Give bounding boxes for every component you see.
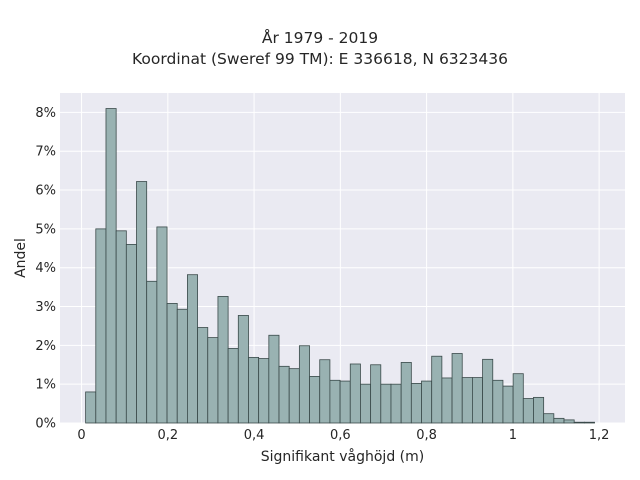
histogram-bar bbox=[136, 181, 148, 424]
histogram-bar bbox=[237, 315, 249, 424]
histogram-bar bbox=[288, 368, 300, 424]
histogram-bar bbox=[227, 348, 239, 424]
histogram-bar bbox=[248, 356, 260, 424]
histogram-bar bbox=[298, 345, 310, 424]
x-tick-label: 1,2 bbox=[589, 428, 610, 443]
histogram-bar bbox=[125, 244, 137, 424]
histogram-bars bbox=[85, 108, 595, 424]
x-tick-label: 0,2 bbox=[157, 428, 178, 443]
y-tick-label: 4% bbox=[35, 261, 56, 276]
y-tick-label: 2% bbox=[35, 339, 56, 354]
x-tick-label: 0 bbox=[77, 428, 85, 443]
histogram-bar bbox=[258, 358, 270, 424]
histogram-bar bbox=[431, 355, 443, 424]
histogram-bar bbox=[461, 377, 473, 424]
histogram-bar bbox=[512, 373, 524, 424]
y-axis-label: Andel bbox=[13, 238, 29, 278]
histogram-bar bbox=[105, 108, 117, 424]
histogram-bar bbox=[339, 380, 351, 424]
histogram-bar bbox=[176, 308, 188, 424]
histogram-bar bbox=[95, 228, 107, 424]
histogram-bar bbox=[380, 383, 392, 424]
histogram-bar bbox=[360, 383, 372, 424]
histogram-bar bbox=[278, 365, 290, 424]
y-tick-label: 1% bbox=[35, 378, 56, 393]
x-tick-label: 1 bbox=[509, 428, 517, 443]
histogram-bar bbox=[146, 280, 158, 424]
histogram-bar bbox=[156, 226, 168, 424]
histogram-bar bbox=[492, 379, 504, 424]
histogram-bar bbox=[472, 377, 483, 424]
chart-subtitle: Koordinat (Sweref 99 TM): E 336618, N 63… bbox=[132, 50, 508, 68]
y-tick-label: 8% bbox=[35, 106, 56, 121]
histogram-bar bbox=[533, 396, 545, 424]
histogram-bar bbox=[197, 327, 209, 424]
y-tick-label: 5% bbox=[35, 222, 56, 237]
histogram-bar bbox=[207, 337, 219, 424]
x-axis-label: Signifikant våghöjd (m) bbox=[261, 448, 424, 465]
histogram-bar bbox=[543, 413, 555, 424]
histogram-bar bbox=[482, 358, 494, 424]
histogram-bar bbox=[217, 296, 229, 424]
histogram-bar bbox=[451, 353, 463, 424]
histogram-bar bbox=[329, 379, 341, 424]
histogram-bar bbox=[421, 380, 433, 424]
x-tick-label: 0,4 bbox=[244, 428, 265, 443]
histogram-bar bbox=[502, 385, 514, 424]
y-tick-label: 6% bbox=[35, 184, 56, 199]
histogram-bar bbox=[400, 362, 412, 424]
x-axis-ticks: 0 0,2 0,4 0,6 0,8 1 1,2 bbox=[77, 428, 609, 443]
histogram-bar bbox=[166, 303, 178, 424]
histogram-bar bbox=[573, 421, 585, 424]
x-tick-label: 0,6 bbox=[330, 428, 351, 443]
histogram-bar bbox=[553, 417, 565, 424]
histogram-bar bbox=[85, 391, 97, 424]
x-tick-label: 0,8 bbox=[416, 428, 437, 443]
chart-title: År 1979 - 2019 bbox=[261, 29, 379, 47]
histogram-bar bbox=[319, 359, 331, 424]
histogram-bar bbox=[187, 274, 198, 424]
histogram-bar bbox=[441, 377, 453, 424]
histogram-bar bbox=[583, 421, 595, 424]
histogram-bar bbox=[349, 363, 361, 424]
histogram-bar bbox=[115, 230, 127, 424]
histogram-bar bbox=[390, 383, 402, 424]
y-tick-label: 7% bbox=[35, 145, 56, 160]
histogram-bar bbox=[522, 398, 534, 424]
histogram-bar bbox=[563, 419, 575, 424]
histogram-bar bbox=[268, 334, 280, 424]
y-tick-label: 3% bbox=[35, 300, 56, 315]
histogram-bar bbox=[370, 364, 382, 424]
y-tick-label: 0% bbox=[35, 417, 56, 432]
y-axis-ticks: 0% 1% 2% 3% 4% 5% 6% 7% 8% bbox=[35, 106, 56, 432]
histogram-bar bbox=[410, 382, 422, 424]
histogram-bar bbox=[309, 376, 321, 424]
